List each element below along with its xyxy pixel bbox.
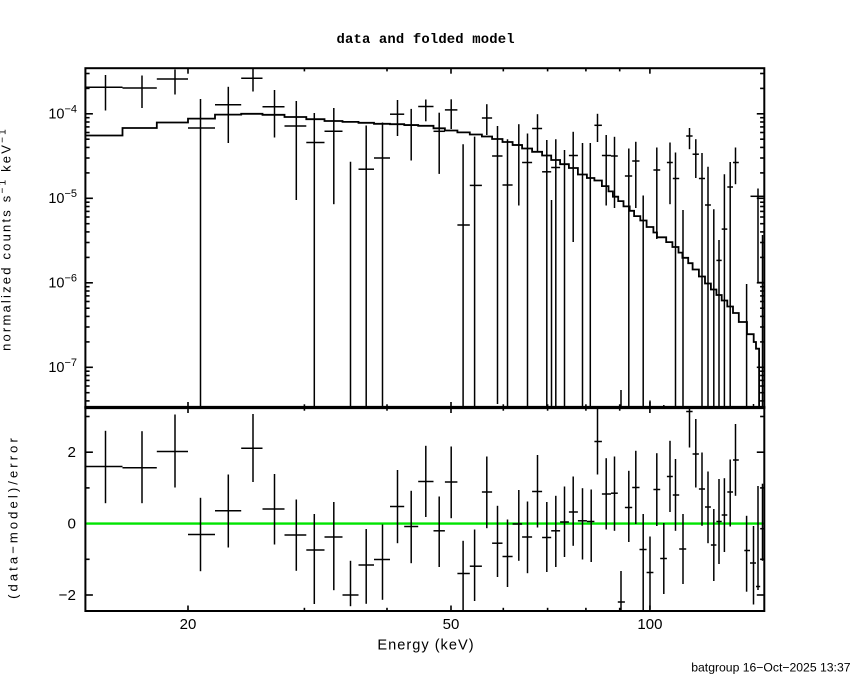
svg-text:−2: −2: [59, 587, 76, 604]
svg-text:100: 100: [637, 616, 662, 633]
svg-text:50: 50: [443, 616, 460, 633]
svg-text:Energy (keV): Energy (keV): [377, 637, 474, 653]
svg-text:0: 0: [68, 516, 76, 533]
svg-text:(data−model)/error: (data−model)/error: [6, 435, 21, 599]
svg-text:20: 20: [180, 616, 197, 633]
svg-text:normalized counts s−1 keV−1: normalized counts s−1 keV−1: [0, 127, 14, 351]
svg-text:data and folded model: data and folded model: [336, 32, 514, 48]
svg-text:2: 2: [68, 444, 76, 461]
svg-text:batgroup 16−Oct−2025 13:37: batgroup 16−Oct−2025 13:37: [691, 661, 850, 675]
